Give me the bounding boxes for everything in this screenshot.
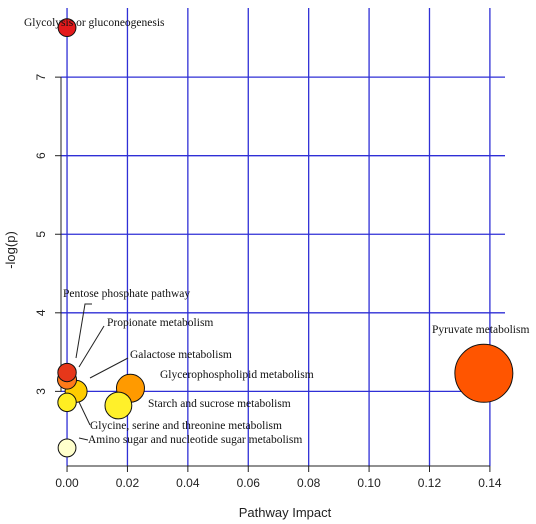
bubble-point (57, 438, 77, 458)
label-connector (89, 357, 129, 379)
bubble-point (104, 391, 133, 420)
x-tick-label: 0.14 (478, 476, 502, 490)
bubble-layer (57, 18, 514, 458)
x-tick-label: 0.06 (237, 476, 261, 490)
label-connector (75, 303, 92, 359)
y-tick-label: 3 (34, 388, 48, 395)
connector-layer (75, 303, 129, 441)
bubble-point (57, 18, 77, 38)
label-layer: Glycolysis or gluconeogenesis Pentose pho… (24, 17, 529, 446)
y-tick-label: 7 (34, 73, 48, 80)
bubble-point (57, 362, 77, 383)
x-tick-label: 0.02 (116, 476, 140, 490)
y-axis-title: -log(p) (3, 231, 18, 269)
label-connector (78, 401, 91, 426)
point-label: Starch and sucrose metabolism (148, 398, 291, 410)
grid-layer (61, 8, 505, 466)
point-label: Glycolysis or gluconeogenesis (24, 17, 165, 29)
point-label: Glycine, serine and threonine metabolism (90, 420, 282, 432)
point-label: Galactose metabolism (130, 349, 232, 361)
x-tick-label: 0.08 (297, 476, 321, 490)
point-label: Glycerophospholipid metabolism (160, 369, 314, 381)
x-tick-label: 0.10 (357, 476, 381, 490)
point-label: Amino sugar and nucleotide sugar metabol… (88, 434, 302, 446)
label-connector (78, 437, 89, 441)
point-label: Pyruvate metabolism (432, 324, 529, 336)
x-tick-label: 0.04 (176, 476, 200, 490)
y-tick-label: 6 (34, 152, 48, 159)
y-tick-label: 5 (34, 231, 48, 238)
axis-layer: 0.00 0.02 0.04 0.06 0.08 0.10 0.12 0.14 3 4 5 6 7 (34, 73, 502, 490)
point-label: Propionate metabolism (107, 317, 213, 329)
point-label: Pentose phosphate pathway (63, 288, 190, 300)
label-connector (78, 325, 105, 368)
bubble-point (57, 392, 77, 413)
x-tick-label: 0.00 (55, 476, 79, 490)
x-axis-title: Pathway Impact (239, 505, 332, 520)
bubble-point (454, 343, 514, 403)
x-tick-label: 0.12 (418, 476, 442, 490)
y-tick-label: 4 (34, 309, 48, 316)
